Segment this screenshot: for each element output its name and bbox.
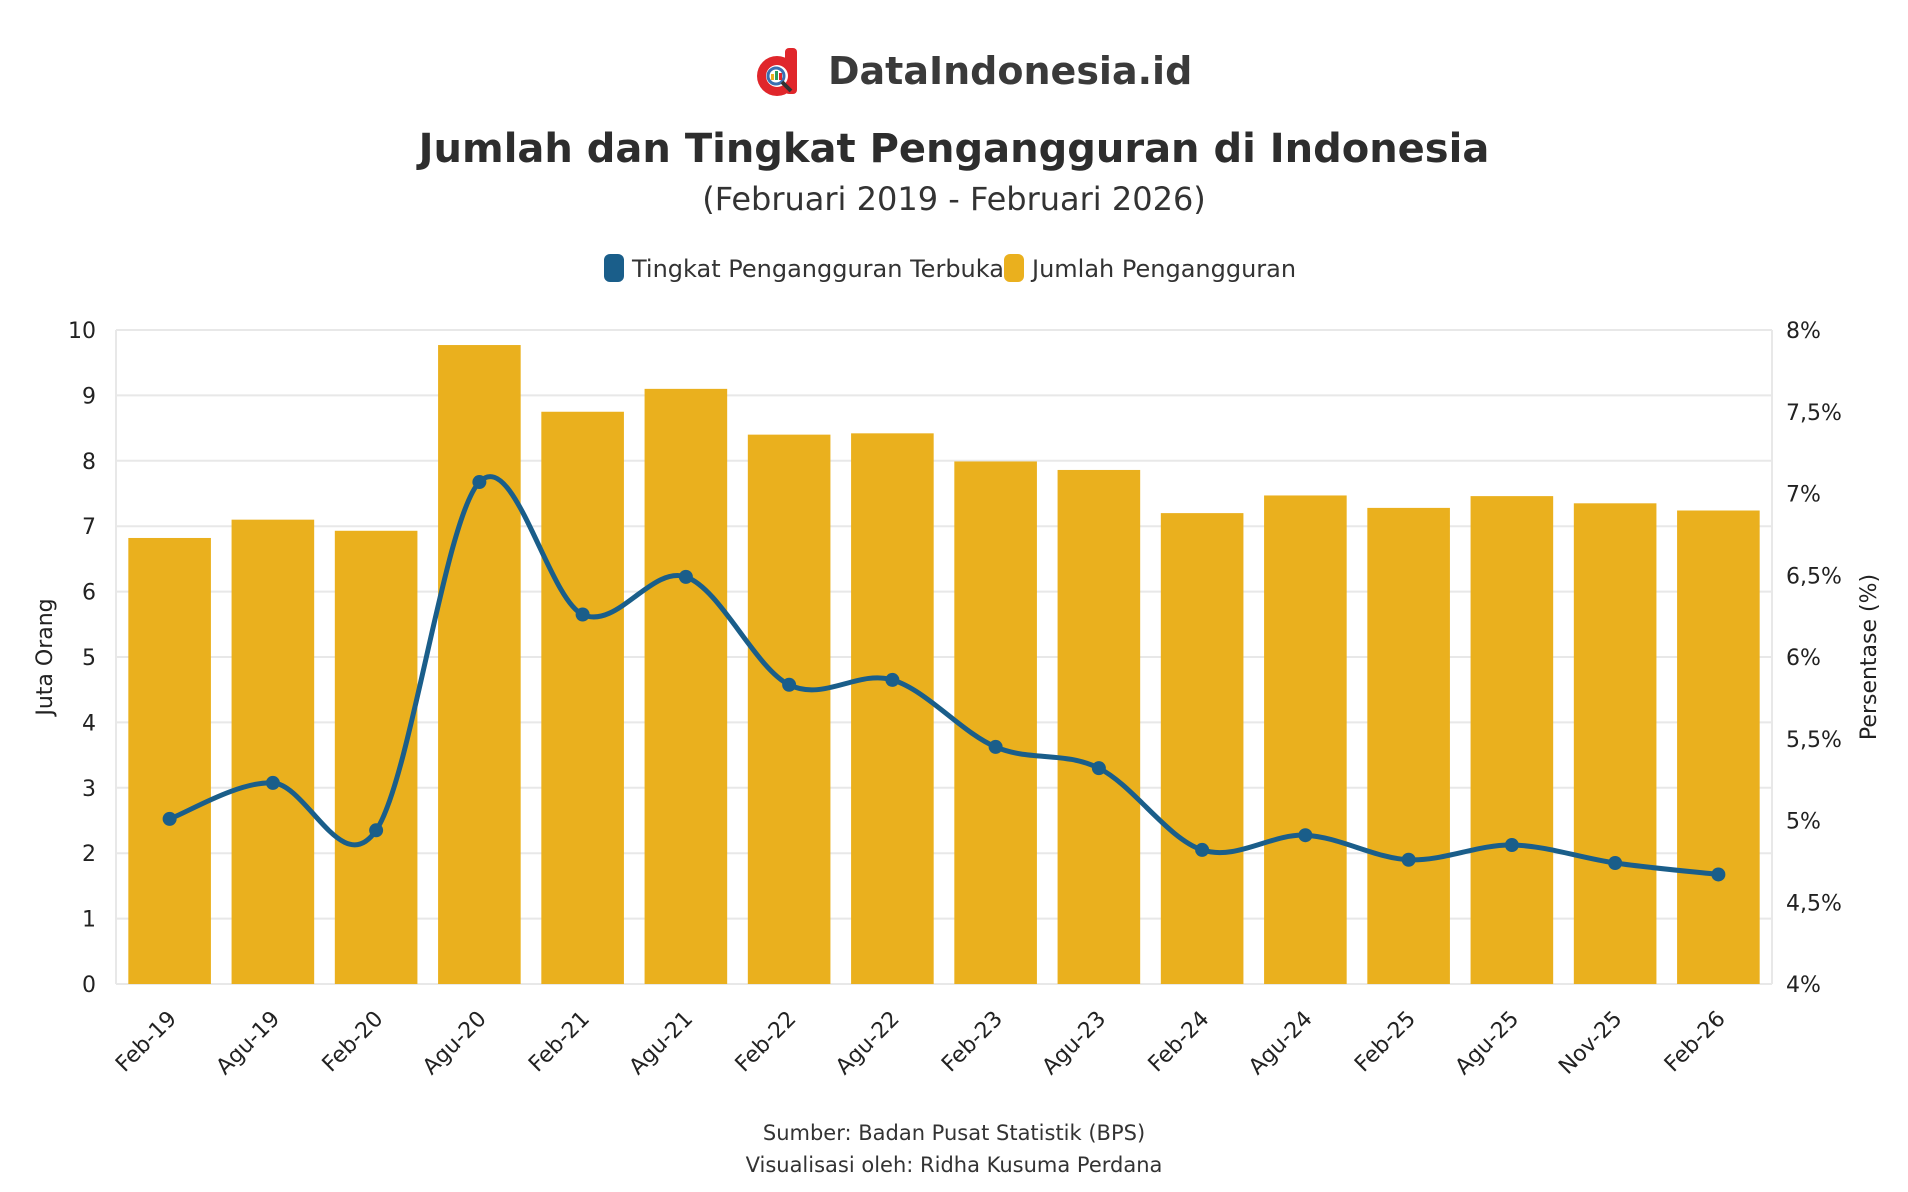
y-tick-left: 10 xyxy=(68,319,96,344)
x-tick: Feb-19 xyxy=(111,1007,182,1078)
x-tick: Feb-24 xyxy=(1144,1007,1215,1078)
line-point[interactable] xyxy=(885,672,900,687)
line-point[interactable] xyxy=(575,607,590,622)
left-axis-ticks: 0 1 2 3 4 5 6 7 8 9 10 xyxy=(68,319,96,998)
x-tick: Feb-20 xyxy=(318,1007,389,1078)
y-tick-left: 3 xyxy=(82,777,96,802)
y-tick-right: 7% xyxy=(1786,483,1821,508)
line-point[interactable] xyxy=(369,823,384,838)
legend-item-count[interactable]: Jumlah Pengangguran xyxy=(1004,254,1296,283)
y-axis-label-right: Persentase (%) xyxy=(1857,574,1882,740)
y-tick-right: 4,5% xyxy=(1786,891,1842,916)
line-point[interactable] xyxy=(1504,838,1519,853)
y-tick-left: 1 xyxy=(82,908,96,933)
x-tick: Agu-23 xyxy=(1038,1007,1111,1080)
x-tick: Agu-19 xyxy=(212,1007,285,1080)
bar[interactable] xyxy=(1470,496,1554,984)
y-tick-left: 6 xyxy=(82,581,96,606)
x-tick: Agu-24 xyxy=(1244,1007,1317,1080)
credit-note: Visualisasi oleh: Ridha Kusuma Perdana xyxy=(746,1153,1163,1177)
bar[interactable] xyxy=(541,411,624,984)
line-point[interactable] xyxy=(1401,852,1416,867)
bar[interactable] xyxy=(851,433,934,984)
line-point[interactable] xyxy=(1608,856,1623,871)
bar[interactable] xyxy=(1160,513,1244,984)
legend-label-rate: Tingkat Pengangguran Terbuka xyxy=(631,255,1004,283)
source-note: Sumber: Badan Pusat Statistik (BPS) xyxy=(763,1121,1145,1145)
bar-series-jumlah xyxy=(128,345,1760,985)
x-tick: Feb-25 xyxy=(1350,1007,1421,1078)
y-tick-left: 0 xyxy=(82,973,96,998)
x-tick: Feb-23 xyxy=(937,1007,1008,1078)
line-point[interactable] xyxy=(162,811,177,826)
y-tick-right: 4% xyxy=(1786,973,1821,998)
legend-swatch-count xyxy=(1004,254,1024,282)
line-point[interactable] xyxy=(1195,842,1210,857)
line-point[interactable] xyxy=(1091,761,1106,776)
x-tick: Agu-20 xyxy=(418,1007,491,1080)
line-point[interactable] xyxy=(1711,867,1726,882)
legend: Tingkat Pengangguran Terbuka Jumlah Peng… xyxy=(604,254,1296,283)
y-tick-left: 8 xyxy=(82,450,96,475)
y-axis-label-left: Juta Orang xyxy=(33,598,58,717)
y-tick-right: 5% xyxy=(1786,810,1821,835)
x-tick: Feb-21 xyxy=(524,1007,595,1078)
right-axis-ticks: 4% 4,5% 5% 5,5% 6% 6,5% 7% 7,5% 8% xyxy=(1786,319,1842,998)
legend-swatch-rate xyxy=(604,254,624,282)
legend-item-rate[interactable]: Tingkat Pengangguran Terbuka xyxy=(604,254,1004,283)
y-tick-right: 7,5% xyxy=(1786,401,1842,426)
line-point[interactable] xyxy=(782,677,797,692)
x-tick: Feb-22 xyxy=(731,1007,802,1078)
line-point[interactable] xyxy=(678,569,693,584)
bar[interactable] xyxy=(1367,507,1450,984)
legend-label-count: Jumlah Pengangguran xyxy=(1030,255,1296,283)
x-axis-ticks: Feb-19 Agu-19 Feb-20 Agu-20 Feb-21 Agu-21 Feb-… xyxy=(111,1007,1730,1080)
bar[interactable] xyxy=(644,388,728,984)
y-tick-left: 9 xyxy=(82,384,96,409)
y-tick-left: 2 xyxy=(82,842,96,867)
x-tick: Nov-25 xyxy=(1554,1007,1627,1080)
x-tick: Agu-25 xyxy=(1451,1007,1524,1080)
bar[interactable] xyxy=(128,537,211,984)
line-path xyxy=(168,474,1719,877)
chart-title: Jumlah dan Tingkat Pengangguran di Indon… xyxy=(416,126,1490,172)
bar[interactable] xyxy=(1264,495,1347,984)
bar[interactable] xyxy=(747,434,831,984)
dataindonesia-logo-icon xyxy=(757,48,797,96)
bar[interactable] xyxy=(1057,469,1141,984)
chart-subtitle: (Februari 2019 - Februari 2026) xyxy=(702,180,1206,218)
bar[interactable] xyxy=(1677,510,1760,984)
y-tick-left: 4 xyxy=(82,711,96,736)
y-tick-right: 5,5% xyxy=(1786,728,1842,753)
line-series-tingkat xyxy=(162,474,1726,882)
y-tick-left: 5 xyxy=(82,646,96,671)
brand-name: DataIndonesia.id xyxy=(828,49,1192,93)
x-tick: Feb-26 xyxy=(1660,1007,1731,1078)
line-point[interactable] xyxy=(1298,828,1313,843)
bar[interactable] xyxy=(1573,503,1657,984)
x-tick: Agu-21 xyxy=(625,1007,698,1080)
y-tick-right: 8% xyxy=(1786,319,1821,344)
y-tick-right: 6,5% xyxy=(1786,564,1842,589)
line-point[interactable] xyxy=(988,739,1003,754)
y-tick-left: 7 xyxy=(82,515,96,540)
line-point[interactable] xyxy=(472,475,487,490)
bar[interactable] xyxy=(231,519,315,984)
line-point[interactable] xyxy=(265,775,280,790)
bar[interactable] xyxy=(438,345,521,984)
bar[interactable] xyxy=(954,461,1037,985)
x-tick: Agu-22 xyxy=(831,1007,904,1080)
y-tick-right: 6% xyxy=(1786,646,1821,671)
